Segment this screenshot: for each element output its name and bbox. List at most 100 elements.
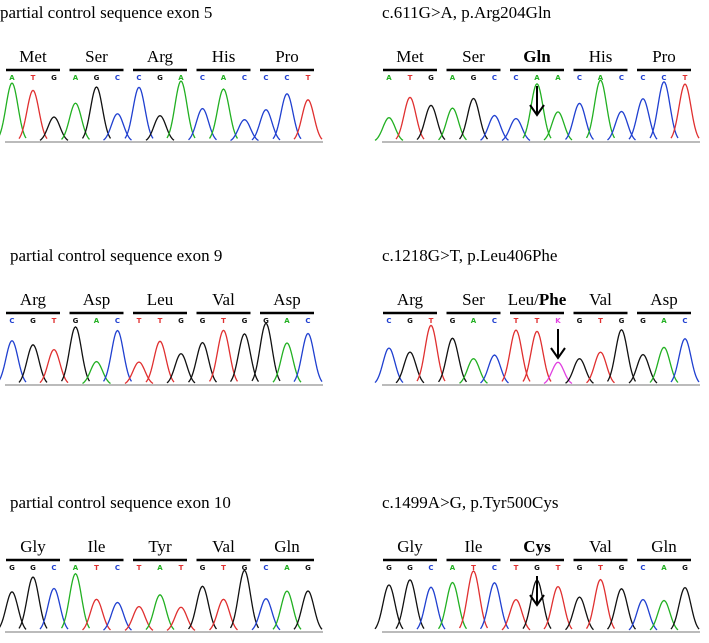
trace-peak: [374, 584, 404, 630]
trace-peak: [81, 86, 112, 139]
base-call: C: [513, 74, 518, 82]
trace-peak: [18, 344, 48, 383]
trace-peak: [208, 329, 239, 382]
base-call: A: [221, 74, 227, 82]
base-call: A: [73, 564, 79, 572]
amino-acid-name: Asp: [650, 290, 677, 309]
base-call: A: [471, 317, 477, 325]
base-call: A: [284, 317, 290, 325]
base-call: T: [556, 564, 561, 572]
amino-acid: Ser: [85, 47, 108, 66]
base-call: G: [386, 564, 392, 572]
base-call: T: [179, 564, 184, 572]
base-call: T: [94, 564, 99, 572]
trace-peak: [565, 596, 594, 631]
base-call: A: [450, 564, 456, 572]
base-call: C: [242, 74, 247, 82]
base-call: T: [471, 564, 476, 572]
amino-acid-name: Tyr: [148, 537, 172, 556]
base-call: C: [305, 317, 310, 325]
amino-acid-name: Pro: [652, 47, 676, 66]
panel-title: c.1218G>T, p.Leu406Phe: [382, 246, 557, 265]
base-call: C: [492, 564, 497, 572]
base-call: C: [492, 74, 497, 82]
panel-title: c.611G>A, p.Arg204Gln: [382, 3, 552, 22]
trace-peak: [606, 588, 637, 630]
amino-acid-name: Met: [19, 47, 47, 66]
base-call: G: [157, 74, 163, 82]
trace-peak: [374, 117, 404, 141]
amino-acid: Gly: [397, 537, 423, 556]
base-call: G: [263, 317, 269, 325]
base-call: C: [640, 74, 645, 82]
base-call: G: [30, 317, 36, 325]
trace-peak: [251, 108, 281, 141]
base-call: G: [9, 564, 15, 572]
amino-acid: Tyr: [148, 537, 172, 556]
amino-acid-name: Val: [589, 537, 612, 556]
base-call: G: [305, 564, 311, 572]
base-call: A: [178, 74, 184, 82]
base-call: G: [471, 74, 477, 82]
base-call: A: [534, 74, 540, 82]
base-call: C: [492, 317, 497, 325]
amino-acid: Gln: [523, 47, 551, 66]
trace-peak: [416, 104, 446, 141]
trace-peak: [187, 341, 218, 383]
base-call: G: [242, 317, 248, 325]
base-call: G: [534, 564, 540, 572]
trace-peak: [60, 572, 91, 629]
base-call: T: [683, 74, 688, 82]
trace-peak: [670, 586, 700, 630]
trace-peak: [606, 329, 637, 382]
mutation-arrowhead: [550, 347, 566, 360]
trace-peak: [145, 340, 175, 383]
amino-acid: Val: [212, 290, 235, 309]
base-call: G: [640, 317, 646, 325]
base-call: C: [661, 74, 666, 82]
trace-peak: [565, 357, 594, 384]
trace-peak: [670, 337, 700, 383]
amino-acid: Val: [212, 537, 235, 556]
trace-peak: [395, 579, 425, 629]
trace-peak: [39, 587, 69, 630]
trace-peak: [501, 117, 531, 142]
trace-peak: [293, 332, 323, 382]
panel-title: partial control sequence exon 9: [10, 246, 222, 265]
base-call: T: [598, 564, 603, 572]
trace-peak: [166, 606, 196, 631]
base-call: T: [137, 317, 142, 325]
trace-peak: [103, 113, 132, 141]
amino-acid: Arg: [397, 290, 424, 309]
trace-peak: [543, 585, 573, 630]
base-call: T: [598, 317, 603, 325]
base-call: C: [115, 74, 120, 82]
amino-acid-name: Arg: [147, 47, 174, 66]
trace-peak: [458, 97, 489, 140]
base-call: T: [31, 74, 36, 82]
amino-acid-name: Ile: [465, 537, 483, 556]
amino-acid: Ser: [462, 47, 485, 66]
base-call: A: [284, 564, 290, 572]
mutation-arrowhead: [529, 594, 545, 607]
trace-peak: [416, 586, 446, 630]
trace-peak: [229, 569, 260, 629]
trace-peak: [543, 361, 573, 385]
amino-acid: Gly: [20, 537, 46, 556]
trace-peak: [670, 83, 700, 139]
amino-acid-name: Pro: [275, 47, 299, 66]
base-call: G: [577, 564, 583, 572]
base-call: A: [157, 564, 163, 572]
base-call: T: [221, 564, 226, 572]
base-call: G: [577, 317, 583, 325]
base-call: C: [619, 74, 624, 82]
amino-acid-name: Cys: [523, 537, 551, 556]
base-call: C: [9, 317, 14, 325]
trace-peak: [522, 330, 552, 382]
trace-peak: [187, 585, 218, 630]
base-call: G: [682, 564, 688, 572]
amino-acid-name: Leu/: [508, 290, 539, 309]
trace-peak: [60, 326, 91, 382]
